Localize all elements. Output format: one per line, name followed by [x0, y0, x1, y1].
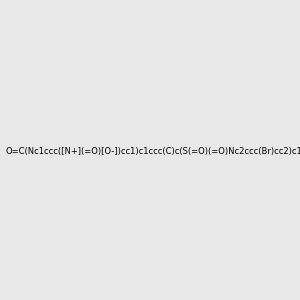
Text: O=C(Nc1ccc([N+](=O)[O-])cc1)c1ccc(C)c(S(=O)(=O)Nc2ccc(Br)cc2)c1: O=C(Nc1ccc([N+](=O)[O-])cc1)c1ccc(C)c(S(… [5, 147, 300, 156]
